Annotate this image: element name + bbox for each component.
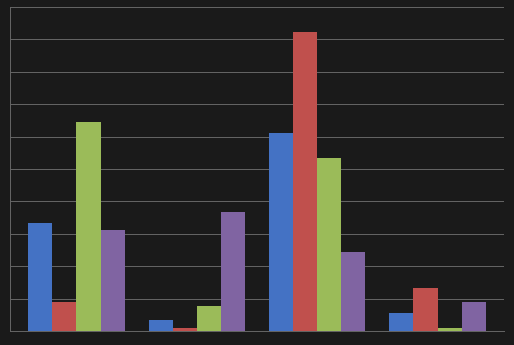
Bar	[437, 328, 462, 331]
Bar	[269, 133, 293, 331]
Bar	[77, 122, 101, 331]
Bar	[390, 313, 413, 331]
Bar	[413, 288, 437, 331]
Bar	[293, 32, 317, 331]
Bar	[52, 302, 77, 331]
Bar	[197, 306, 221, 331]
Bar	[221, 212, 245, 331]
Bar	[149, 321, 173, 331]
Bar	[462, 302, 486, 331]
Bar	[341, 252, 365, 331]
Bar	[101, 230, 124, 331]
Bar	[28, 223, 52, 331]
Bar	[173, 328, 197, 331]
Bar	[317, 158, 341, 331]
